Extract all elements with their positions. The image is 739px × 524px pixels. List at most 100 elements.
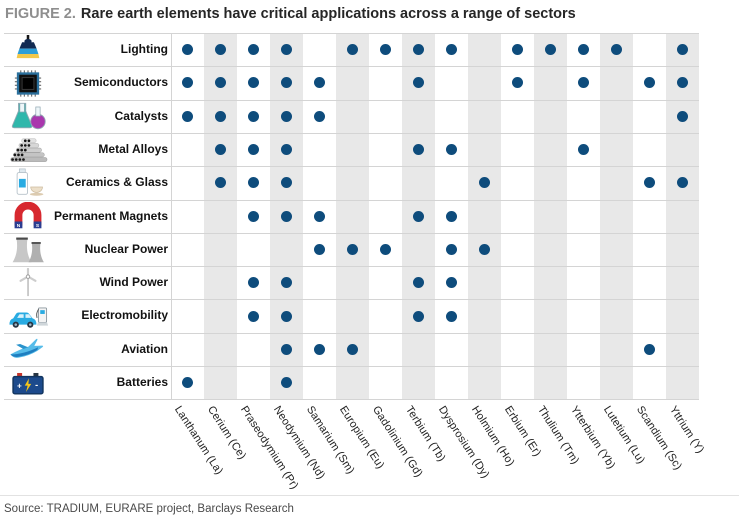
matrix-dot bbox=[512, 77, 523, 89]
figure-number-label: FIGURE 2. bbox=[5, 6, 76, 22]
matrix-dot bbox=[314, 77, 325, 89]
matrix-dot bbox=[413, 310, 424, 322]
matrix-dot bbox=[281, 310, 292, 322]
matrix-dot bbox=[611, 44, 622, 56]
matrix-dot bbox=[248, 177, 259, 189]
matrix-dot bbox=[413, 210, 424, 222]
matrix-dot bbox=[215, 144, 226, 155]
matrix-dot bbox=[644, 177, 655, 189]
row-label: Metal Alloys bbox=[98, 141, 168, 156]
matrix-dot bbox=[677, 77, 688, 89]
matrix-dot bbox=[281, 77, 292, 89]
matrix-dot bbox=[380, 243, 391, 255]
column-label: Praseodymium (Pr) bbox=[237, 404, 301, 492]
matrix-dot bbox=[215, 110, 226, 122]
svg-text:S: S bbox=[36, 223, 40, 229]
matrix-dot bbox=[512, 44, 523, 56]
column-band bbox=[204, 33, 237, 400]
matrix-dot bbox=[314, 343, 325, 355]
metal-stack-icon bbox=[5, 135, 51, 164]
matrix-dot bbox=[314, 110, 325, 122]
row-label: Lighting bbox=[120, 42, 168, 56]
matrix-dot bbox=[479, 177, 490, 189]
row-divider-line bbox=[4, 366, 699, 367]
matrix-dot bbox=[248, 310, 259, 322]
svg-text:+: + bbox=[17, 382, 22, 391]
matrix-dot bbox=[446, 243, 457, 255]
svg-text:N: N bbox=[17, 223, 21, 229]
matrix-dot bbox=[347, 243, 358, 255]
footer-divider bbox=[0, 495, 739, 496]
matrix-dot bbox=[281, 343, 292, 355]
row-divider-line bbox=[4, 66, 699, 68]
column-band bbox=[468, 33, 501, 400]
row-label: Nuclear Power bbox=[84, 241, 168, 256]
matrix-dot bbox=[677, 110, 688, 122]
matrix-dot bbox=[578, 144, 589, 155]
matrix-dot bbox=[347, 44, 358, 56]
row-divider-line bbox=[4, 132, 699, 134]
row-divider-line bbox=[4, 266, 699, 268]
matrix-dot bbox=[413, 144, 424, 155]
matrix-dot bbox=[182, 110, 193, 122]
matrix-dot bbox=[479, 243, 490, 255]
figure-heading: Rare earth elements have critical applic… bbox=[80, 6, 576, 22]
flasks-icon bbox=[5, 102, 51, 131]
wind-turbine-icon bbox=[5, 268, 51, 297]
matrix-dot bbox=[248, 44, 259, 56]
column-band bbox=[600, 33, 633, 400]
figure-title: FIGURE 2. Rare earth elements have critic… bbox=[5, 6, 576, 22]
matrix-dot bbox=[248, 277, 259, 289]
row-label: Aviation bbox=[121, 341, 168, 356]
lamp-icon bbox=[5, 35, 51, 64]
row-label: Catalysts bbox=[114, 108, 168, 123]
matrix-dot bbox=[215, 44, 226, 56]
matrix-dot bbox=[446, 44, 457, 56]
matrix-dot bbox=[446, 277, 457, 289]
matrix-dot bbox=[182, 77, 193, 89]
matrix-dot bbox=[677, 177, 688, 189]
airplane-icon bbox=[5, 335, 51, 364]
row-divider-line bbox=[4, 232, 699, 234]
matrix-dot bbox=[281, 377, 292, 389]
row-label: Batteries bbox=[116, 375, 168, 389]
matrix-dot bbox=[578, 44, 589, 56]
matrix-dot bbox=[281, 110, 292, 122]
row-label: Semiconductors bbox=[73, 75, 168, 90]
bottle-cup-icon bbox=[5, 168, 51, 197]
matrix-dot bbox=[644, 77, 655, 89]
matrix-dot bbox=[281, 177, 292, 189]
matrix-dot bbox=[248, 77, 259, 89]
row-divider-line bbox=[4, 33, 699, 34]
matrix-dot bbox=[413, 44, 424, 56]
matrix-dot bbox=[413, 277, 424, 289]
matrix-dot bbox=[578, 77, 589, 89]
matrix-dot bbox=[413, 77, 424, 89]
row-divider-line bbox=[4, 299, 699, 301]
matrix-dot bbox=[281, 210, 292, 222]
matrix-dot bbox=[281, 44, 292, 56]
row-divider-line bbox=[4, 166, 699, 168]
matrix-dot bbox=[347, 343, 358, 355]
matrix-dot bbox=[281, 277, 292, 289]
matrix-dot bbox=[182, 44, 193, 56]
row-label: Wind Power bbox=[99, 275, 168, 290]
matrix-dot bbox=[215, 177, 226, 189]
battery-icon: + - bbox=[5, 368, 51, 397]
matrix-dot bbox=[182, 377, 193, 389]
matrix-dot bbox=[248, 210, 259, 222]
column-band bbox=[336, 33, 369, 400]
svg-text:-: - bbox=[35, 380, 38, 390]
matrix-dot bbox=[446, 210, 457, 222]
matrix-dot bbox=[314, 243, 325, 255]
matrix-dot bbox=[314, 210, 325, 222]
row-divider-line bbox=[4, 332, 699, 334]
row-label: Permanent Magnets bbox=[53, 208, 168, 223]
row-divider-line bbox=[4, 399, 699, 401]
matrix-dot bbox=[446, 144, 457, 155]
matrix-dot bbox=[446, 310, 457, 322]
matrix-dot bbox=[380, 44, 391, 56]
row-divider-line bbox=[4, 199, 699, 201]
cooling-towers-icon bbox=[5, 235, 51, 264]
